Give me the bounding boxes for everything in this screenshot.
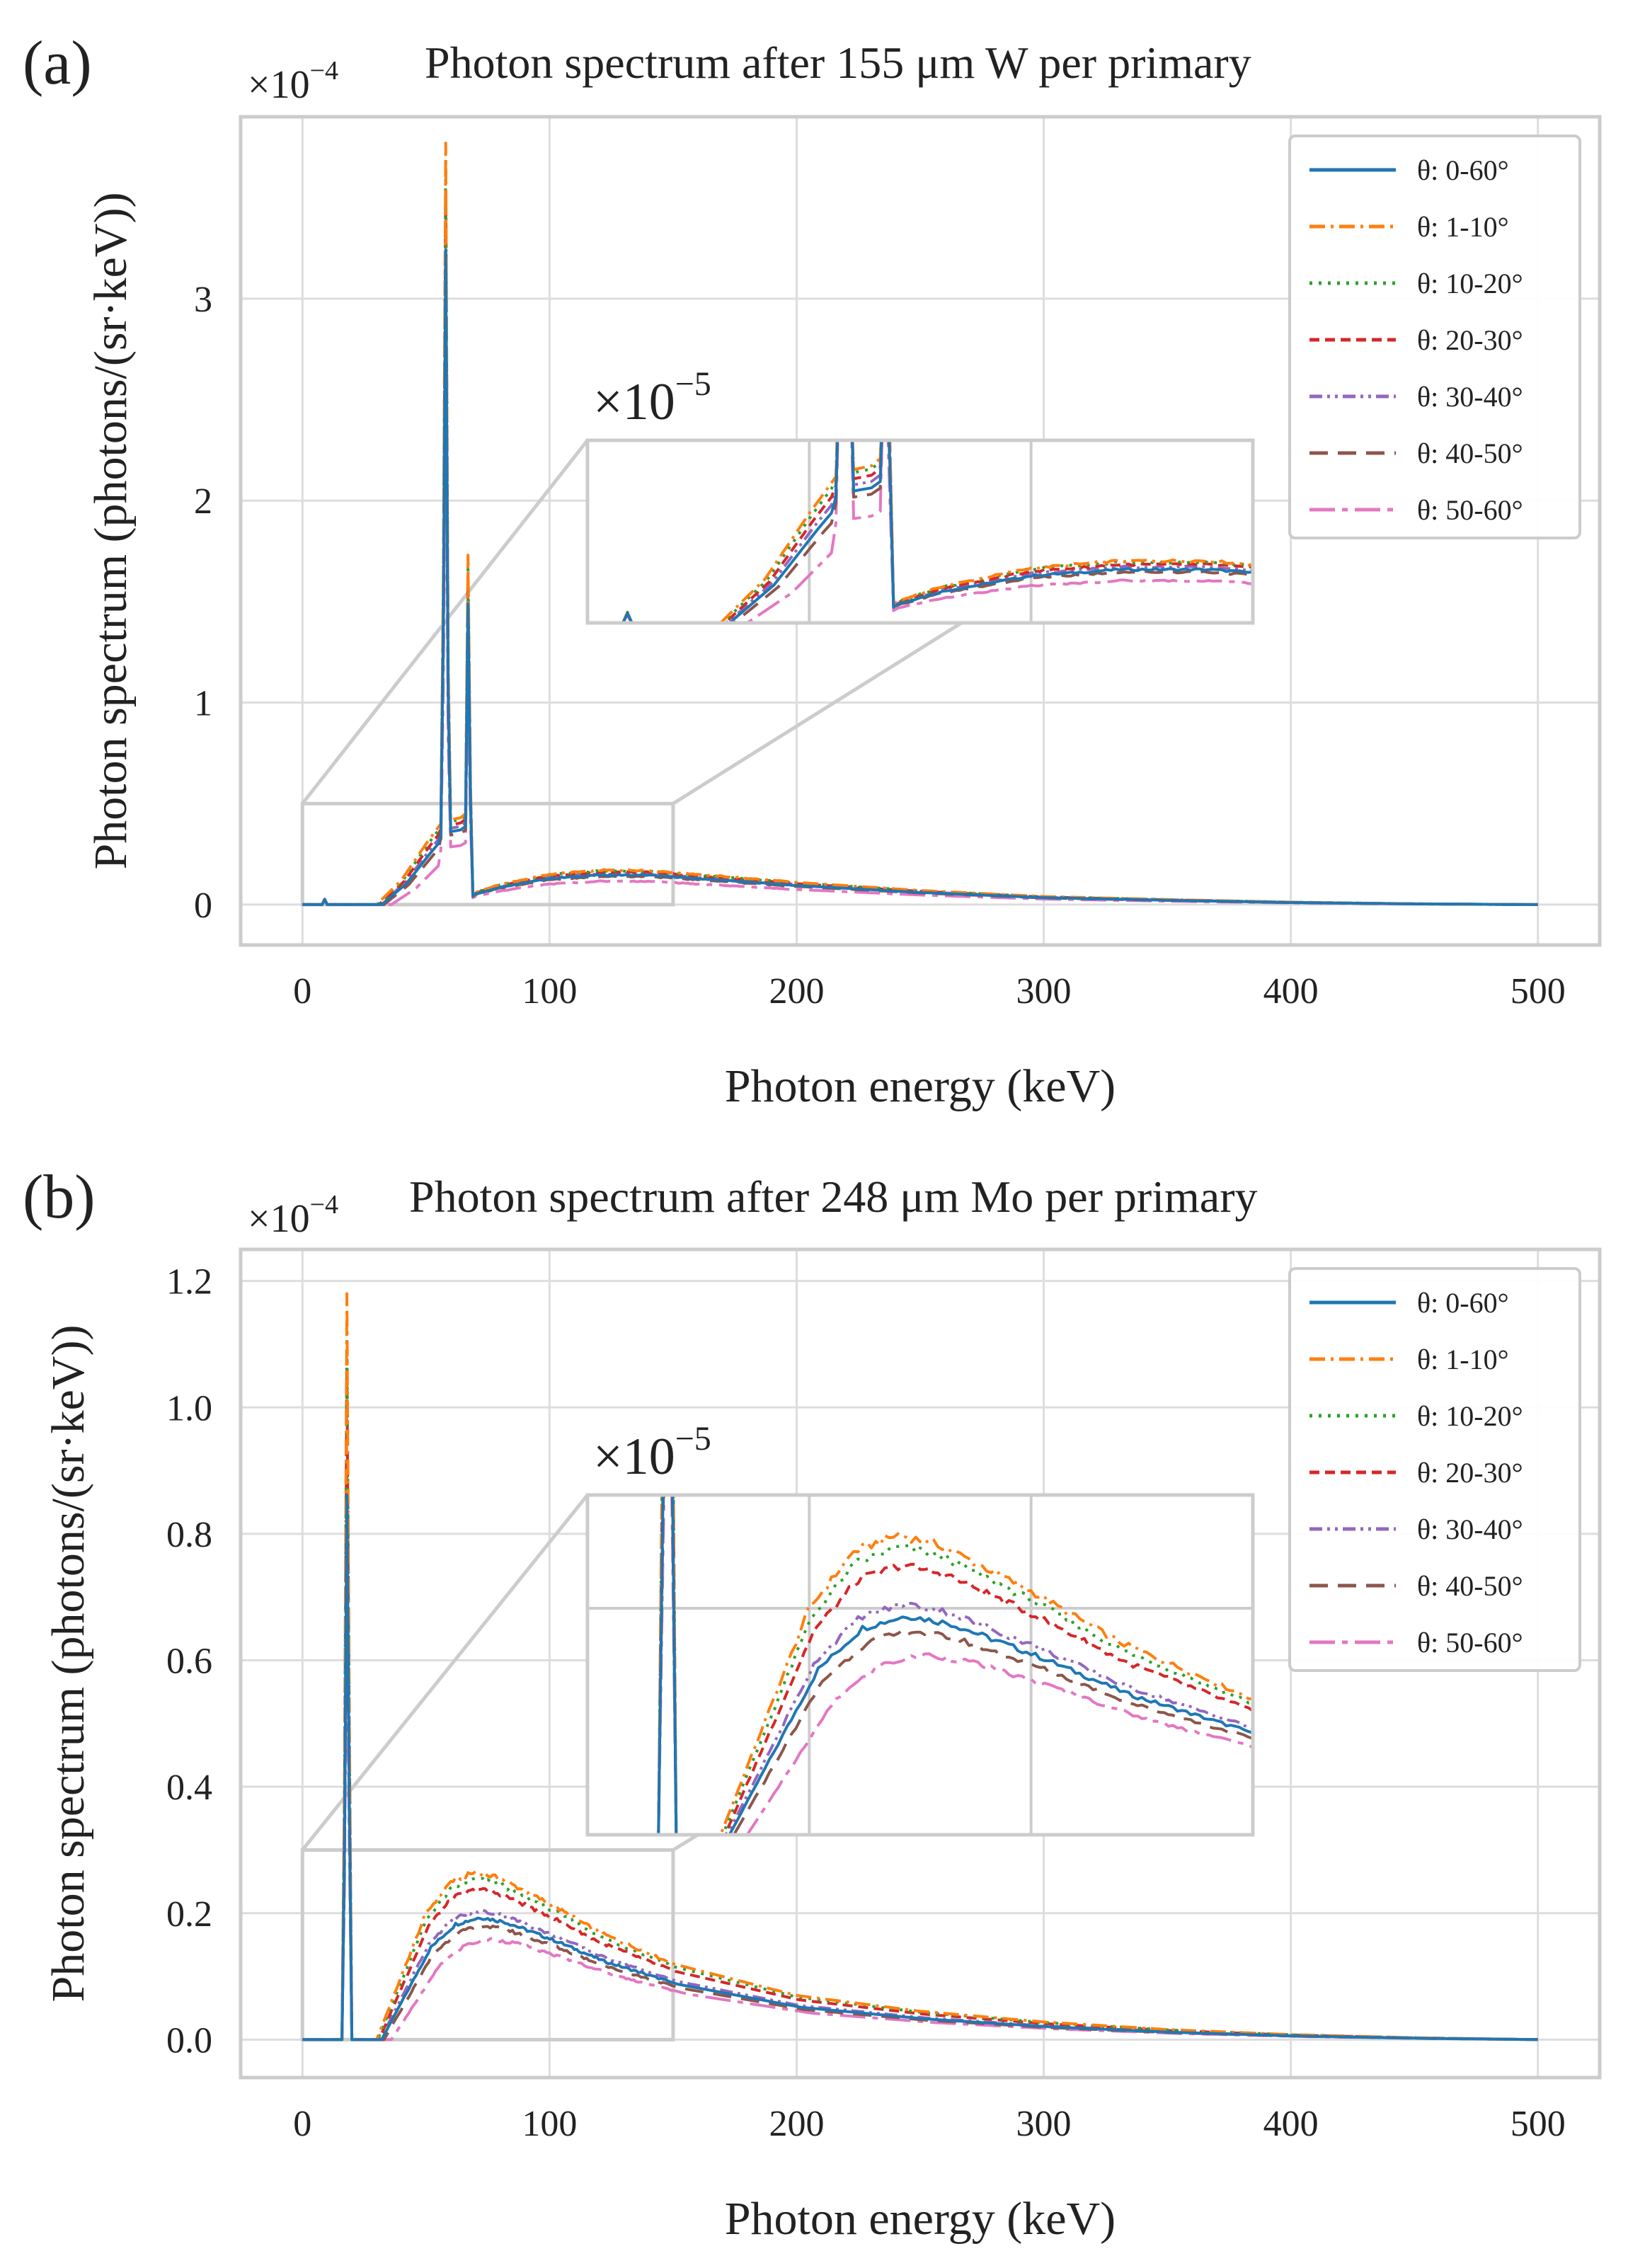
- y-axis-label-b: Photon spectrum (photons/(sr·keV)): [42, 1325, 94, 2003]
- inset-series-line-theta-40-50: [587, 1495, 1253, 1835]
- series-line-theta-10-20: [302, 156, 1538, 906]
- legend-box: [1288, 1267, 1581, 1672]
- inset-frame-a: [585, 438, 1255, 625]
- x-tick-label: 500: [1511, 2104, 1566, 2144]
- legend-label-theta-50-60: θ: 50-60°: [1417, 1627, 1523, 1659]
- legend-label-theta-10-20: θ: 10-20°: [1417, 1400, 1523, 1432]
- chart-title-a: Photon spectrum after 155 μm W per prima…: [425, 38, 1251, 88]
- y-tick-label: 0.8: [166, 1515, 212, 1555]
- inset-series-line-theta-0-60: [587, 1495, 1253, 1835]
- panel-label-b: (b): [23, 1163, 96, 1232]
- y-tick-label: 1.0: [166, 1388, 212, 1428]
- plot-frame-a: [239, 115, 1602, 947]
- inset-b: ×10−5: [585, 1420, 1255, 1837]
- panel-label-a: (a): [23, 29, 92, 98]
- legend-label-theta-1-10: θ: 1-10°: [1417, 1344, 1509, 1375]
- inset-series-line-theta-1-10: [587, 440, 1253, 623]
- x-tick-label: 0: [293, 2104, 311, 2144]
- y-multiplier-b: ×10−4: [248, 1190, 338, 1241]
- inset-frame-b: [585, 1493, 1255, 1837]
- zoom-source-rect: [300, 1848, 675, 2041]
- inset-series-line-theta-20-30: [587, 1495, 1253, 1835]
- zoom-source-rect: [300, 801, 675, 907]
- legend-label-theta-20-30: θ: 20-30°: [1417, 324, 1523, 356]
- x-tick-label: 500: [1511, 971, 1566, 1012]
- inset-series-line-theta-1-10: [587, 1495, 1253, 1835]
- inset-a: ×10−5: [585, 365, 1255, 625]
- legend-label-theta-30-40: θ: 30-40°: [1417, 381, 1523, 413]
- y-axis-label-a: Photon spectrum (photons/(sr·keV)): [85, 193, 137, 870]
- series-group-a: [302, 142, 1538, 906]
- inset-background-b: [587, 1495, 1253, 1835]
- legend-box: [1288, 134, 1581, 539]
- inset-multiplier-a: ×10−5: [593, 365, 711, 431]
- x-tick-label: 200: [769, 2104, 824, 2144]
- legend-label-theta-1-10: θ: 1-10°: [1417, 211, 1509, 243]
- y-tick-label: 0.0: [166, 2020, 212, 2061]
- plot-frame-b: [239, 1247, 1602, 2080]
- legend-label-theta-40-50: θ: 40-50°: [1417, 1570, 1523, 1602]
- x-tick-label: 100: [522, 971, 577, 1012]
- y-tick-label: 1.2: [166, 1262, 212, 1302]
- y-tick-label: 1: [194, 684, 212, 724]
- x-tick-label: 400: [1263, 971, 1319, 1012]
- x-tick-label: 300: [1016, 971, 1072, 1012]
- chart-panel-b: (b) ×10−4 Photon spectrum after 248 μm M…: [23, 1163, 1602, 2245]
- x-axis-label-a: Photon energy (keV): [725, 1060, 1116, 1112]
- y-tick-label: 0.4: [166, 1768, 212, 1808]
- x-tick-label: 0: [293, 971, 311, 1012]
- y-tick-label: 0.2: [166, 1894, 212, 1935]
- inset-series-line-theta-20-30: [587, 440, 1253, 623]
- x-tick-label: 300: [1016, 2104, 1072, 2144]
- inset-series-line-theta-50-60: [587, 440, 1253, 623]
- legend-label-theta-10-20: θ: 10-20°: [1417, 268, 1523, 299]
- legend-label-theta-0-60: θ: 0-60°: [1417, 154, 1509, 186]
- chart-title-b: Photon spectrum after 248 μm Mo per prim…: [409, 1172, 1258, 1222]
- x-axis-ticks-a: 0 100 200 300 400 500: [293, 971, 1565, 1012]
- legend-b: θ: 0-60° θ: 1-10° θ: 10-20° θ: 20-30° θ: 30-…: [1288, 1267, 1581, 1672]
- x-tick-label: 400: [1263, 2104, 1319, 2144]
- series-group-b: [302, 1292, 1538, 2041]
- y-tick-label: 0.6: [166, 1642, 212, 1682]
- inset-series-line-theta-10-20: [587, 1495, 1253, 1835]
- inset-series-line-theta-30-40: [587, 1495, 1253, 1835]
- inset-series-b: [587, 1495, 1253, 1835]
- inset-series-a: [587, 440, 1253, 623]
- y-axis-ticks-b: 0.0 0.2 0.4 0.6 0.8 1.0 1.2: [166, 1262, 212, 2061]
- series-line-theta-0-60: [302, 248, 1538, 906]
- x-tick-label: 100: [522, 2104, 577, 2144]
- y-multiplier-a: ×10−4: [248, 56, 338, 107]
- legend-label-theta-30-40: θ: 30-40°: [1417, 1513, 1523, 1545]
- legend-label-theta-50-60: θ: 50-60°: [1417, 494, 1523, 526]
- inset-series-line-theta-0-60: [587, 440, 1253, 623]
- inset-multiplier-b: ×10−5: [593, 1420, 711, 1486]
- legend-label-theta-20-30: θ: 20-30°: [1417, 1457, 1523, 1489]
- x-tick-label: 200: [769, 971, 824, 1012]
- y-tick-label: 3: [194, 280, 212, 320]
- series-line-theta-50-60: [302, 1591, 1538, 2041]
- series-line-theta-0-60: [302, 1494, 1538, 2041]
- legend-label-theta-0-60: θ: 0-60°: [1417, 1287, 1509, 1319]
- x-axis-ticks-b: 0 100 200 300 400 500: [293, 2104, 1565, 2144]
- y-axis-ticks-a: 0 1 2 3: [194, 280, 212, 926]
- chart-panel-a: (a) ×10−4 Photon spectrum after 155 μm W…: [23, 29, 1602, 1112]
- legend-label-theta-40-50: θ: 40-50°: [1417, 437, 1523, 469]
- legend-a: θ: 0-60° θ: 1-10° θ: 10-20° θ: 20-30° θ: 30-…: [1288, 134, 1581, 539]
- x-axis-label-b: Photon energy (keV): [725, 2193, 1116, 2245]
- y-tick-label: 0: [194, 886, 212, 926]
- y-tick-label: 2: [194, 481, 212, 522]
- inset-series-line-theta-50-60: [587, 1495, 1253, 1835]
